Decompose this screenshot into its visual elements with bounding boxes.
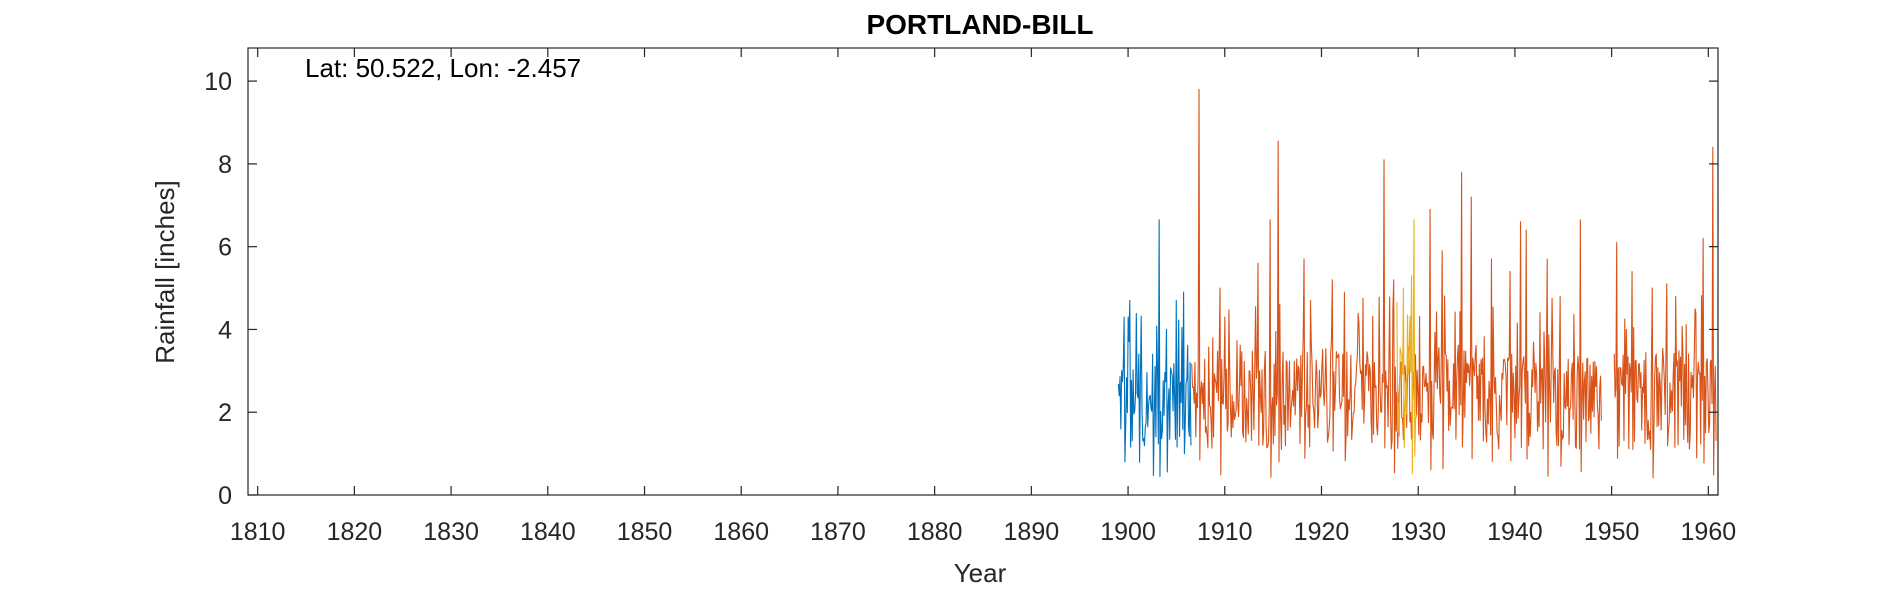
tick-layer: 1810 1820 1830 1840 1850 1860 1870 1880 1890 1900…	[204, 48, 1736, 546]
x-tick-label: 1880	[907, 518, 963, 546]
y-tick-label: 2	[218, 399, 232, 427]
station-coordinates: Lat: 50.522, Lon: -2.457	[305, 53, 581, 83]
y-tick-label: 6	[218, 234, 232, 262]
plot-area	[247, 47, 1719, 496]
x-tick-label: 1960	[1681, 518, 1737, 546]
x-tick-label: 1850	[617, 518, 673, 546]
x-tick-label: 1890	[1004, 518, 1060, 546]
x-tick-label: 1910	[1197, 518, 1253, 546]
y-tick-label: 4	[218, 316, 232, 344]
x-tick-label: 1820	[327, 518, 383, 546]
series-layer	[1117, 88, 1717, 479]
x-tick-label: 1940	[1487, 518, 1543, 546]
y-tick-label: 10	[204, 68, 232, 96]
rainfall-series-line	[1190, 88, 1717, 479]
x-tick-label: 1840	[520, 518, 576, 546]
x-tick-label: 1900	[1100, 518, 1156, 546]
x-tick-label: 1870	[810, 518, 866, 546]
x-tick-label: 1810	[230, 518, 286, 546]
x-tick-label: 1830	[423, 518, 479, 546]
x-tick-label: 1930	[1390, 518, 1446, 546]
rainfall-series-line	[1396, 219, 1418, 475]
axes-box	[247, 47, 1719, 496]
x-tick-label: 1950	[1584, 518, 1640, 546]
chart-title: PORTLAND-BILL	[866, 9, 1093, 40]
y-tick-label: 8	[218, 151, 232, 179]
x-tick-label: 1920	[1294, 518, 1350, 546]
rainfall-series-line	[1117, 219, 1192, 478]
y-axis-title: Rainfall [inches]	[150, 180, 180, 364]
x-tick-label: 1860	[713, 518, 769, 546]
y-tick-label: 0	[218, 482, 232, 510]
x-axis-title: Year	[954, 558, 1007, 588]
